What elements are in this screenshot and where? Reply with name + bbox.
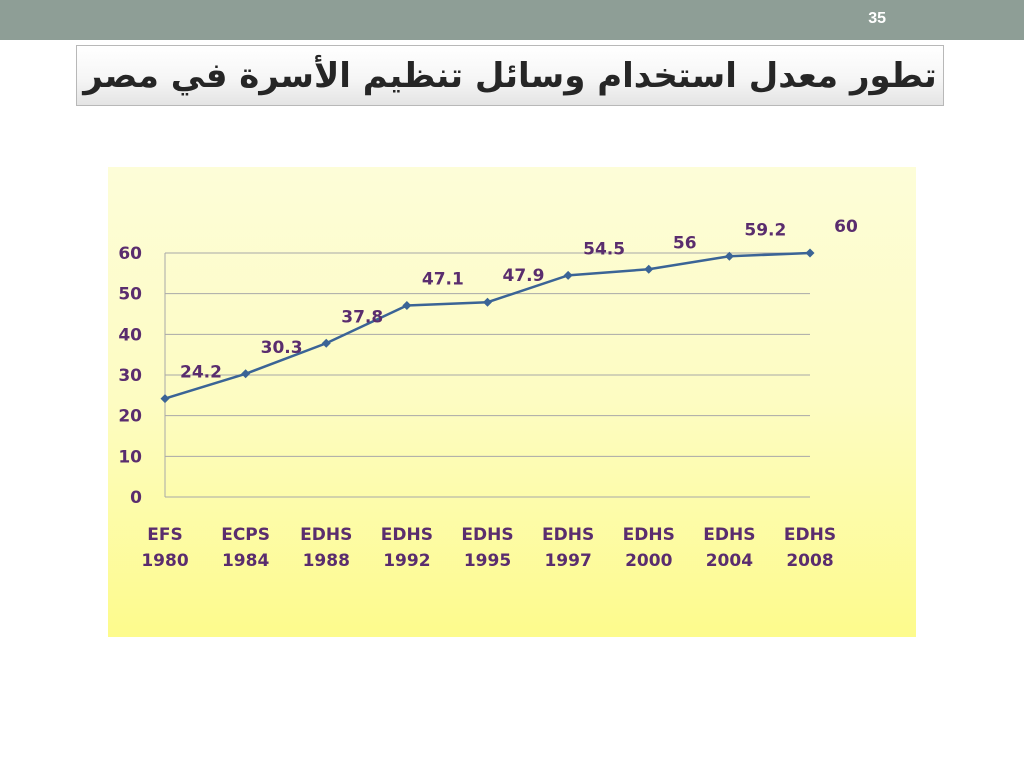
slide-title: تطور معدل استخدام وسائل تنظيم الأسرة في … (83, 55, 937, 96)
data-point (160, 394, 170, 404)
y-tick-label: 10 (118, 447, 142, 467)
x-tick-label: 1992 (383, 551, 430, 571)
data-label: 59.2 (744, 220, 786, 240)
data-point (241, 369, 251, 379)
y-tick-label: 20 (118, 407, 142, 427)
top-bar: 35 (0, 0, 1024, 40)
x-tick-label: EDHS (300, 525, 352, 545)
x-tick-label: 2008 (786, 551, 833, 571)
data-point (402, 300, 412, 310)
x-tick-label: EDHS (623, 525, 675, 545)
y-tick-label: 40 (118, 325, 142, 345)
data-label: 47.9 (503, 266, 545, 286)
x-tick-label: EFS (147, 525, 182, 545)
series-line (164, 251, 811, 400)
x-tick-label: EDHS (784, 525, 836, 545)
slide-number: 35 (868, 10, 886, 27)
x-tick-label: EDHS (461, 525, 513, 545)
x-tick-label: EDHS (703, 525, 755, 545)
data-label: 37.8 (341, 307, 383, 327)
x-tick-label: 2000 (625, 551, 672, 571)
y-tick-label: 50 (118, 285, 142, 305)
data-label: 47.1 (422, 269, 464, 289)
y-tick-label: 60 (118, 244, 142, 264)
data-label: 56 (673, 233, 697, 253)
x-tick-label: 1995 (464, 551, 511, 571)
title-box: تطور معدل استخدام وسائل تنظيم الأسرة في … (76, 45, 944, 106)
x-tick-label: 1997 (544, 551, 591, 571)
data-label: 24.2 (180, 363, 222, 383)
x-tick-label: EDHS (381, 525, 433, 545)
y-tick-label: 30 (118, 366, 142, 386)
data-point (563, 270, 573, 280)
data-label: 60 (834, 217, 858, 237)
chart-area: 0 10 20 30 40 50 60 EFS 1980 ECPS 1984 EDHS 1988 EDHS… (108, 167, 916, 637)
data-label: 30.3 (261, 338, 303, 358)
data-label: 54.5 (583, 239, 625, 259)
data-point (644, 264, 654, 274)
data-point (724, 251, 734, 261)
line-chart: 0 10 20 30 40 50 60 EFS 1980 ECPS 1984 EDHS 1988 EDHS… (118, 217, 858, 571)
data-point (321, 338, 331, 348)
x-tick-label: 1984 (222, 551, 269, 571)
data-point (483, 297, 492, 307)
x-tick-label: 1980 (141, 551, 188, 571)
data-point (805, 248, 815, 258)
x-tick-label: ECPS (221, 525, 270, 545)
y-tick-label: 0 (130, 488, 142, 508)
x-tick-label: EDHS (542, 525, 594, 545)
x-tick-label: 2004 (706, 551, 753, 571)
x-tick-label: 1988 (303, 551, 350, 571)
